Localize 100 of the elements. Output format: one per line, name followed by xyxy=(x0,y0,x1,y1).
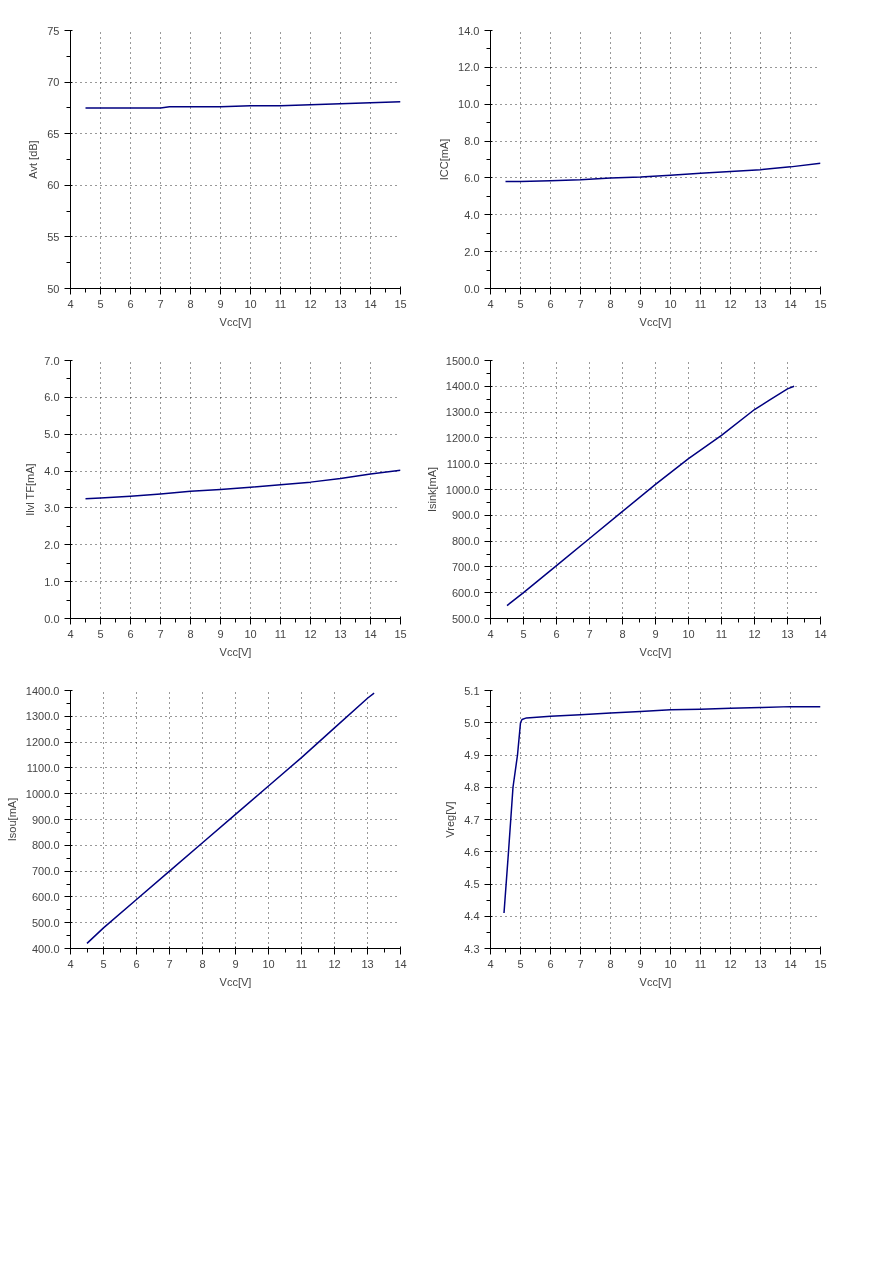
y-axis-title: ICC[mA] xyxy=(438,138,451,181)
x-axis-title: Vcc[V] xyxy=(219,645,252,658)
y-tick-label: 4.3 xyxy=(464,942,480,955)
y-tick-label: 1300.0 xyxy=(25,710,60,723)
y-tick-label: 900.0 xyxy=(451,509,480,522)
x-tick-label: 8 xyxy=(199,957,206,970)
x-tick-label: 13 xyxy=(361,957,374,970)
x-tick-label: 10 xyxy=(244,297,257,310)
x-tick-label: 14 xyxy=(784,297,797,310)
x-tick-label: 6 xyxy=(127,297,134,310)
y-tick-label: 700.0 xyxy=(451,560,480,573)
y-axis-title: Vreg[V] xyxy=(444,801,457,838)
x-tick-label: 11 xyxy=(694,297,707,310)
x-tick-label: 13 xyxy=(754,957,767,970)
x-tick-label: 9 xyxy=(232,957,239,970)
y-tick-label: 60 xyxy=(47,179,60,192)
x-tick-label: 12 xyxy=(304,297,317,310)
x-tick-label: 10 xyxy=(664,297,677,310)
x-tick-label: 12 xyxy=(724,957,737,970)
y-tick-label: 400.0 xyxy=(31,942,60,955)
x-tick-label: 9 xyxy=(652,627,659,640)
x-tick-label: 10 xyxy=(244,627,257,640)
y-axis-title: Isou[mA] xyxy=(5,797,18,842)
y-tick-label: 55 xyxy=(47,230,60,243)
x-tick-label: 11 xyxy=(274,297,287,310)
x-tick-label: 9 xyxy=(637,297,644,310)
y-tick-label: 500.0 xyxy=(451,612,480,625)
y-tick-label: 1000.0 xyxy=(25,787,60,800)
x-tick-label: 6 xyxy=(553,627,560,640)
y-tick-label: 4.6 xyxy=(464,845,480,858)
x-tick-label: 7 xyxy=(166,957,173,970)
x-tick-label: 11 xyxy=(274,627,287,640)
x-tick-label: 15 xyxy=(394,297,407,310)
y-tick-label: 1400.0 xyxy=(445,380,480,393)
x-tick-label: 15 xyxy=(814,297,827,310)
x-tick-label: 5 xyxy=(100,957,107,970)
y-tick-label: 4.8 xyxy=(464,781,480,794)
x-tick-label: 14 xyxy=(394,957,407,970)
y-tick-label: 70 xyxy=(47,76,60,89)
y-tick-label: 50 xyxy=(47,282,60,295)
x-tick-label: 8 xyxy=(187,627,194,640)
y-tick-label: 6.0 xyxy=(464,171,480,184)
y-tick-label: 10.0 xyxy=(458,98,480,111)
y-tick-label: 700.0 xyxy=(31,865,60,878)
y-tick-label: 8.0 xyxy=(464,135,480,148)
y-axis-title: Avt [dB] xyxy=(27,140,40,179)
x-tick-label: 11 xyxy=(694,957,707,970)
y-tick-label: 4.0 xyxy=(44,465,60,478)
x-tick-label: 12 xyxy=(328,957,341,970)
x-tick-label: 5 xyxy=(97,297,104,310)
x-tick-label: 15 xyxy=(814,957,827,970)
y-axis-title: Ilvl TF[mA] xyxy=(24,463,37,516)
x-axis-title: Vcc[V] xyxy=(639,975,672,988)
x-tick-label: 9 xyxy=(217,627,224,640)
x-tick-label: 11 xyxy=(295,957,308,970)
x-tick-label: 10 xyxy=(664,957,677,970)
x-tick-label: 4 xyxy=(67,627,74,640)
x-tick-label: 7 xyxy=(157,627,164,640)
y-tick-label: 5.1 xyxy=(464,684,480,697)
x-tick-label: 5 xyxy=(517,297,524,310)
y-tick-label: 600.0 xyxy=(31,890,60,903)
x-tick-label: 7 xyxy=(577,957,584,970)
x-tick-label: 10 xyxy=(682,627,695,640)
x-tick-label: 14 xyxy=(364,297,377,310)
y-tick-label: 1400.0 xyxy=(25,684,60,697)
x-tick-label: 4 xyxy=(487,297,494,310)
x-tick-label: 11 xyxy=(715,627,728,640)
y-tick-label: 12.0 xyxy=(458,61,480,74)
x-tick-label: 13 xyxy=(781,627,794,640)
x-tick-label: 14 xyxy=(814,627,827,640)
y-tick-label: 4.0 xyxy=(464,208,480,221)
x-tick-label: 9 xyxy=(217,297,224,310)
x-tick-label: 5 xyxy=(517,957,524,970)
x-tick-label: 12 xyxy=(748,627,761,640)
y-tick-label: 4.5 xyxy=(464,878,480,890)
x-tick-label: 7 xyxy=(577,297,584,310)
x-axis-title: Vcc[V] xyxy=(219,315,252,328)
y-tick-label: 1100.0 xyxy=(446,457,480,470)
y-tick-label: 4.4 xyxy=(464,910,480,923)
x-tick-label: 4 xyxy=(67,957,74,970)
y-tick-label: 5.0 xyxy=(464,716,480,729)
y-tick-label: 0.0 xyxy=(464,282,480,295)
x-tick-label: 5 xyxy=(520,627,527,640)
x-tick-label: 12 xyxy=(304,627,317,640)
x-tick-label: 8 xyxy=(607,957,614,970)
y-tick-label: 0.0 xyxy=(44,612,60,625)
y-tick-label: 900.0 xyxy=(31,813,60,826)
y-tick-label: 1100.0 xyxy=(26,761,60,774)
x-tick-label: 5 xyxy=(97,627,104,640)
y-tick-label: 1.0 xyxy=(44,575,60,588)
x-tick-label: 9 xyxy=(637,957,644,970)
x-axis-title: Vcc[V] xyxy=(219,975,252,988)
y-tick-label: 600.0 xyxy=(451,586,480,599)
x-tick-label: 13 xyxy=(754,297,767,310)
y-axis-title: Isink[mA] xyxy=(425,466,438,513)
x-tick-label: 13 xyxy=(334,627,347,640)
y-tick-label: 2.0 xyxy=(44,538,60,551)
x-tick-label: 6 xyxy=(547,297,554,310)
y-tick-label: 500.0 xyxy=(31,916,60,929)
x-tick-label: 4 xyxy=(487,627,494,640)
